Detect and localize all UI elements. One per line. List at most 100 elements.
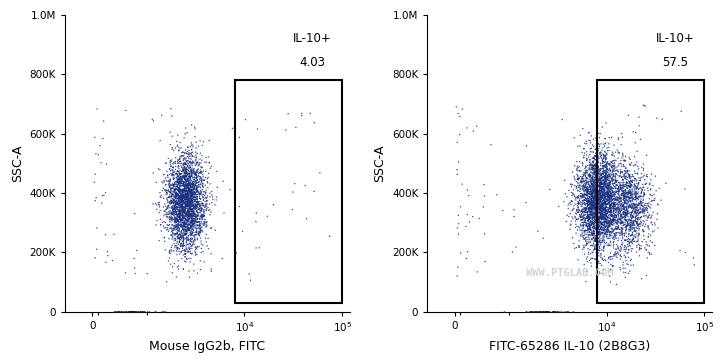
Point xyxy=(566,235,578,241)
Point xyxy=(174,193,186,198)
Point xyxy=(584,226,596,232)
Point xyxy=(618,162,629,167)
Point xyxy=(603,256,615,262)
Point xyxy=(604,160,616,166)
Point xyxy=(633,202,645,208)
Point xyxy=(170,194,182,199)
Point xyxy=(583,199,595,205)
Point xyxy=(587,232,598,238)
Point xyxy=(587,236,598,242)
Point xyxy=(253,245,265,251)
Point xyxy=(585,133,597,139)
Point xyxy=(615,213,627,219)
Point xyxy=(598,213,610,219)
Point xyxy=(595,210,607,215)
Point xyxy=(166,243,178,249)
Point xyxy=(600,171,612,177)
Point xyxy=(174,194,185,199)
Point xyxy=(196,169,208,175)
Point xyxy=(584,166,596,172)
Point xyxy=(595,161,607,167)
Point xyxy=(571,163,583,169)
Point xyxy=(171,191,183,197)
Point xyxy=(631,178,643,184)
Point xyxy=(565,181,576,187)
Point xyxy=(608,163,619,169)
Point xyxy=(190,214,202,220)
Point xyxy=(182,202,194,208)
Point xyxy=(188,217,200,223)
Point xyxy=(170,164,182,170)
Point xyxy=(590,207,602,213)
Point xyxy=(604,181,616,187)
Point xyxy=(593,207,605,213)
Point xyxy=(583,198,595,204)
Point xyxy=(579,228,590,233)
Point xyxy=(169,169,181,175)
Point xyxy=(632,181,644,187)
Point xyxy=(183,182,195,187)
Point xyxy=(596,195,608,201)
Point xyxy=(181,235,192,241)
Point xyxy=(189,181,201,186)
Point xyxy=(179,169,190,175)
Point xyxy=(588,175,600,181)
Point xyxy=(158,186,169,191)
Point xyxy=(587,219,598,225)
Point xyxy=(622,203,634,209)
Point xyxy=(171,178,182,184)
Point xyxy=(176,198,188,203)
Point xyxy=(174,234,186,240)
Point xyxy=(183,190,195,196)
Point xyxy=(600,141,611,147)
Point xyxy=(597,191,608,197)
Point xyxy=(585,169,597,175)
Point xyxy=(627,189,639,194)
Point xyxy=(621,261,633,267)
Point xyxy=(603,171,614,177)
Point xyxy=(612,178,624,183)
Point xyxy=(575,222,587,228)
Point xyxy=(590,212,602,218)
Point xyxy=(180,251,192,257)
Point xyxy=(172,190,184,196)
Point xyxy=(590,215,602,221)
Point xyxy=(573,194,584,200)
Point xyxy=(194,162,205,168)
Point xyxy=(195,228,207,233)
Point xyxy=(576,209,587,214)
Point xyxy=(642,255,653,261)
Point xyxy=(592,180,603,186)
Point xyxy=(184,213,196,219)
Point xyxy=(593,169,605,175)
Point xyxy=(187,221,198,227)
Point xyxy=(179,218,190,224)
Point xyxy=(627,225,638,231)
Point xyxy=(184,214,195,219)
Point xyxy=(179,173,191,179)
Point xyxy=(597,184,608,190)
Point xyxy=(180,188,192,194)
Point xyxy=(584,201,596,207)
Point xyxy=(184,213,195,219)
Point xyxy=(619,194,630,200)
Point xyxy=(598,205,610,210)
Point xyxy=(179,195,190,201)
Point xyxy=(601,169,613,174)
Point xyxy=(582,171,594,177)
Point xyxy=(573,180,584,186)
Point xyxy=(583,226,595,232)
Point xyxy=(185,193,197,199)
Point xyxy=(587,230,599,236)
Point xyxy=(190,225,202,231)
Point xyxy=(608,205,620,211)
Point xyxy=(610,231,621,237)
Point xyxy=(603,191,614,197)
Point xyxy=(586,181,597,187)
Point xyxy=(166,198,177,203)
Point xyxy=(190,209,202,214)
Point xyxy=(613,188,624,194)
Point xyxy=(613,195,625,201)
Point xyxy=(592,212,603,218)
Point xyxy=(177,179,189,185)
